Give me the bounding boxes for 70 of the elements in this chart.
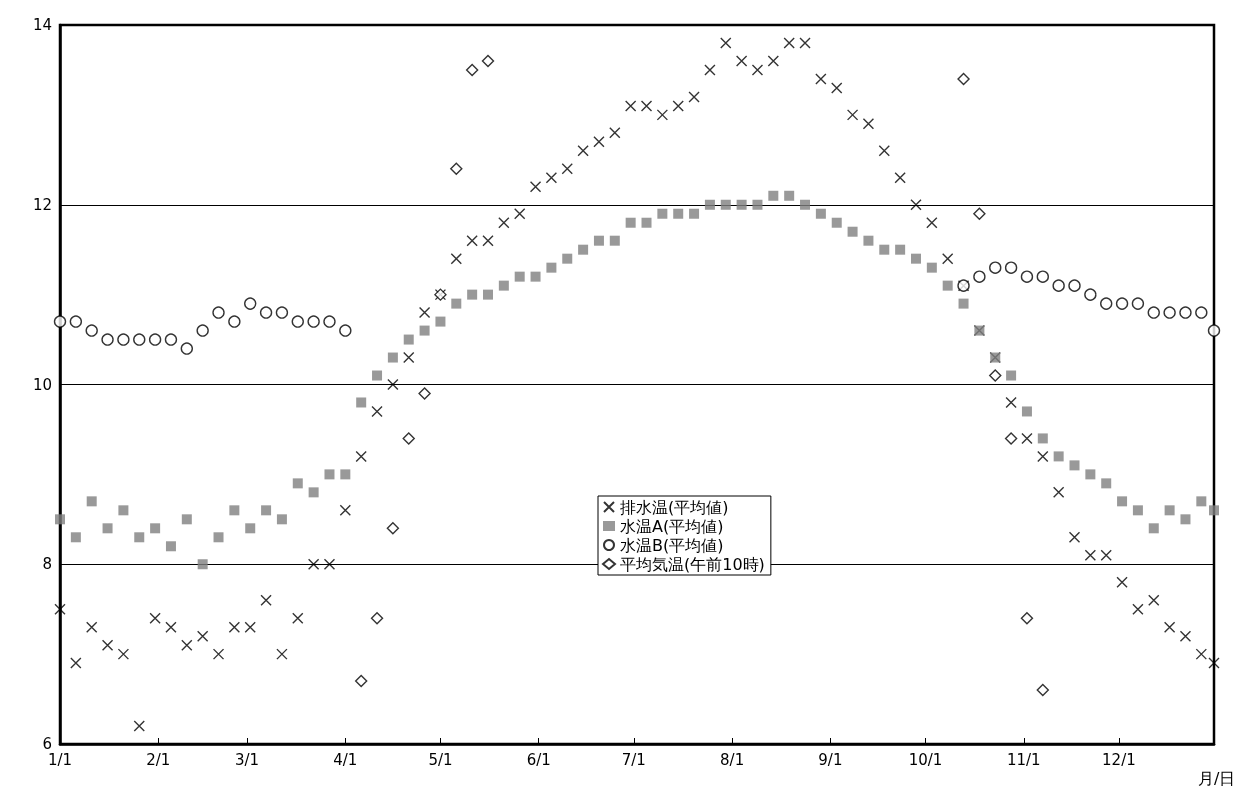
point: [370, 611, 384, 625]
point: [69, 315, 83, 328]
point: [1100, 297, 1113, 310]
x-tick-label: 9/1: [818, 750, 843, 769]
legend-label: 平均気温(午前10時): [620, 554, 765, 574]
point: [989, 369, 1002, 382]
x-tick-label: 3/1: [234, 750, 260, 769]
x-tick-label: 6/1: [526, 750, 551, 769]
y-tick-label: 6: [42, 735, 52, 753]
point: [307, 315, 320, 328]
point: [1004, 261, 1018, 274]
point: [323, 315, 336, 328]
x-tick-label: 5/1: [428, 750, 453, 769]
point: [481, 54, 495, 68]
point: [465, 63, 479, 77]
point: [275, 306, 289, 319]
point: [1036, 270, 1049, 283]
point: [101, 333, 114, 346]
point: [164, 333, 178, 346]
x-tick-label: 4/1: [333, 750, 358, 769]
point: [133, 333, 146, 346]
point: [1020, 270, 1034, 283]
point: [354, 674, 368, 688]
point: [228, 315, 241, 328]
point: [989, 261, 1002, 274]
x-tick-label: 10/1: [908, 750, 943, 769]
x-tick-label: 7/1: [621, 750, 646, 769]
point: [957, 72, 970, 86]
point: [1131, 297, 1145, 310]
point: [386, 522, 400, 535]
point: [148, 333, 162, 346]
point: [1004, 432, 1018, 445]
point: [1195, 306, 1208, 319]
point: [1036, 683, 1049, 697]
point: [53, 315, 67, 328]
point: [1115, 297, 1129, 310]
point: [1084, 288, 1097, 301]
point: [180, 342, 194, 355]
point: [1020, 611, 1034, 625]
point: [418, 387, 431, 400]
y-tick-label: 12: [32, 195, 52, 214]
point: [244, 297, 257, 310]
point: [339, 324, 352, 337]
y-tick-label: 8: [42, 555, 52, 574]
point: [259, 306, 273, 319]
point: [973, 270, 986, 283]
y-tick-label: 10: [32, 375, 52, 394]
point: [1052, 279, 1065, 292]
legend-label: 水温A(平均値): [620, 516, 724, 536]
x-tick-label: 8/1: [720, 750, 745, 769]
point: [85, 324, 98, 337]
point: [402, 432, 415, 445]
x-axis-title: 月/日: [1198, 768, 1236, 788]
point: [117, 333, 130, 346]
x-tick-label: 12/1: [1102, 750, 1136, 769]
point: [291, 315, 304, 328]
point: [450, 162, 463, 175]
legend-label: 水温B(平均値): [620, 535, 724, 555]
legend-label: 排水温(平均値): [620, 497, 729, 517]
x-tick-label: 11/1: [1006, 750, 1041, 769]
point: [1163, 306, 1176, 319]
x-tick-label: 1/1: [47, 750, 73, 769]
y-tick-label: 14: [32, 16, 52, 34]
point: [1179, 306, 1192, 319]
point: [1068, 279, 1081, 292]
point: [196, 324, 209, 337]
point: [212, 306, 225, 319]
point: [1147, 306, 1160, 319]
point: [973, 207, 986, 220]
x-tick-label: 2/1: [146, 750, 171, 769]
